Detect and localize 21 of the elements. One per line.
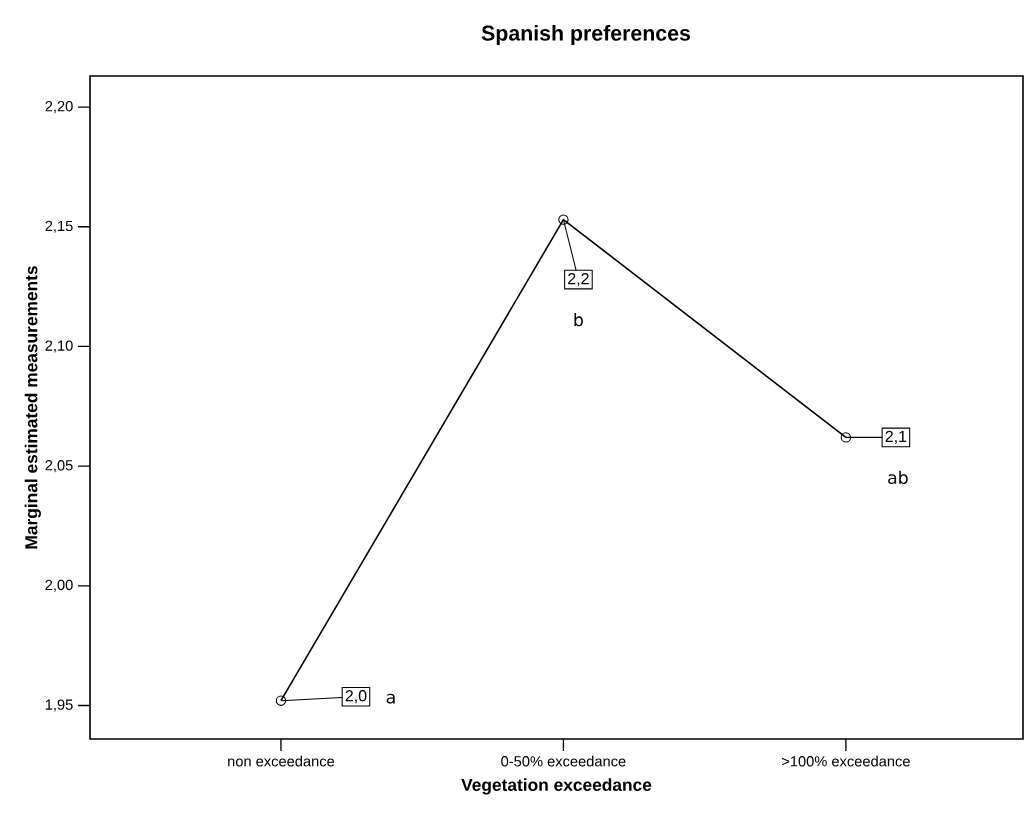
y-tick-label: 2,15 (45, 220, 73, 233)
y-tick-label: 2,00 (45, 579, 73, 592)
point (275, 695, 287, 706)
x-axis-title: Vegetation exceedance (461, 778, 652, 795)
x-tick-label: 0-50% exceedance (501, 755, 626, 767)
point (558, 214, 569, 225)
y-axis-title: Marginal estimated measurements (24, 266, 41, 549)
annotation: ab (888, 470, 908, 485)
x-tick-label: non exceedance (228, 755, 335, 767)
data-label: 2,2 (568, 272, 589, 287)
y-tick-label: 2,05 (45, 460, 73, 473)
chart-title: Spanish preferences (481, 25, 691, 45)
y-tick-label: 1,95 (45, 699, 73, 712)
y-tick-label: 2,20 (45, 101, 73, 114)
x-tick-label: >100% exceedance (782, 755, 910, 767)
annotation: b (574, 312, 583, 327)
data-label: 2,1 (885, 430, 907, 445)
data-label: 2,0 (345, 690, 367, 704)
point (840, 432, 852, 443)
annotation: a (386, 693, 395, 704)
y-tick-label: 2,10 (45, 340, 73, 353)
